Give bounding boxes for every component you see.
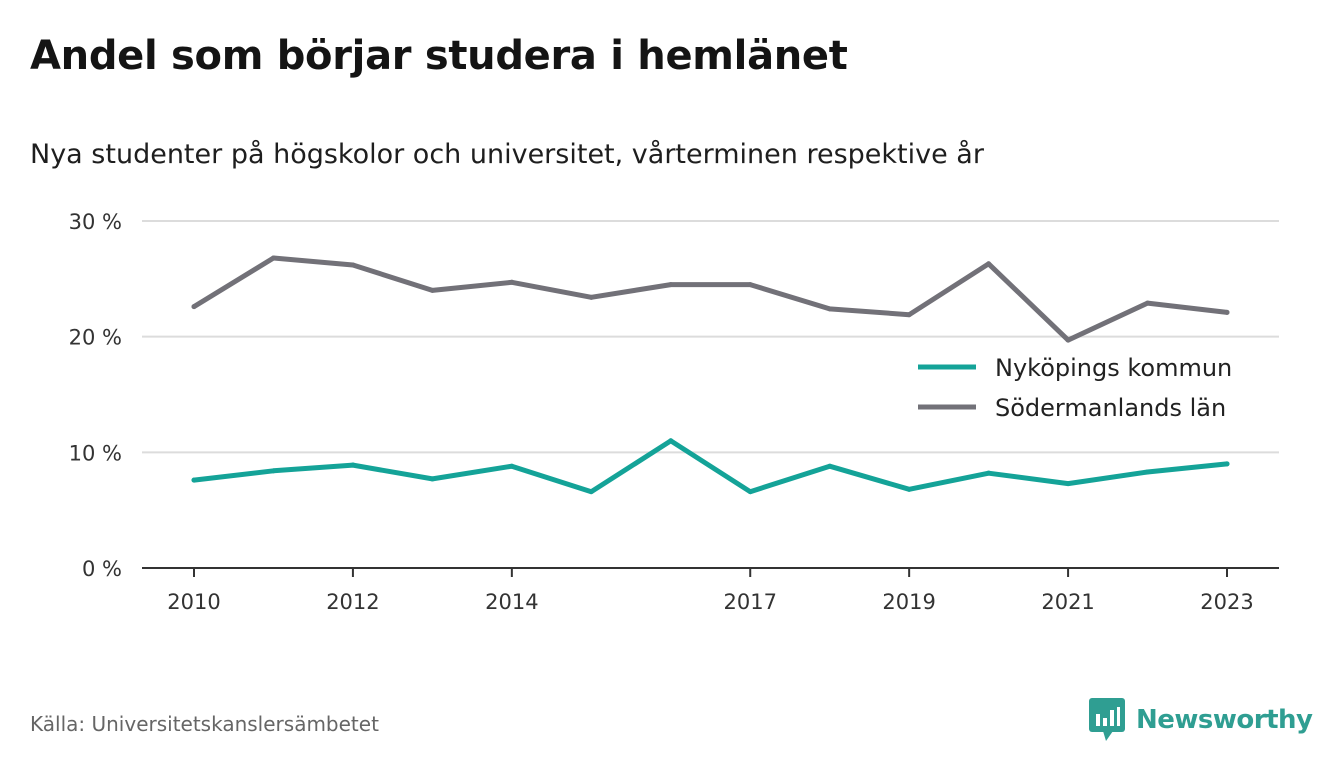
bar-chart-speech-bubble-icon	[1089, 698, 1125, 741]
line-chart: 0 % 10 % 20 % 30 % 2010 2012 2014 2017 2019 2021 2…	[69, 210, 1279, 614]
data-point	[191, 304, 197, 310]
x-tick-label: 2012	[326, 590, 379, 614]
data-point	[668, 282, 674, 288]
data-point	[429, 476, 435, 482]
data-point	[986, 470, 992, 476]
series-line-1	[191, 438, 1230, 495]
data-point	[1145, 469, 1151, 475]
data-point	[668, 438, 674, 444]
data-point	[588, 489, 594, 495]
data-point	[509, 463, 515, 469]
y-tick-label: 0 %	[82, 557, 122, 581]
data-point	[350, 262, 356, 268]
x-tick-label: 2017	[724, 590, 777, 614]
data-point	[827, 306, 833, 312]
data-point	[1145, 300, 1151, 306]
data-point	[747, 282, 753, 288]
data-point	[191, 477, 197, 483]
data-point	[270, 255, 276, 261]
data-point	[1065, 481, 1071, 487]
legend-label: Södermanlands län	[995, 394, 1226, 422]
data-point	[429, 287, 435, 293]
source-note: Källa: Universitetskanslersämbetet	[30, 712, 379, 736]
legend: Nyköpings kommun Södermanlands län	[918, 354, 1232, 422]
data-point	[986, 261, 992, 267]
data-point	[350, 462, 356, 468]
chart-subtitle: Nya studenter på högskolor och universit…	[30, 139, 984, 170]
legend-label: Nyköpings kommun	[995, 354, 1232, 382]
y-tick-label: 20 %	[69, 326, 122, 350]
series-line-2	[191, 255, 1230, 343]
data-point	[747, 489, 753, 495]
x-tick-label: 2014	[485, 590, 538, 614]
data-point	[1224, 309, 1230, 315]
data-point	[906, 486, 912, 492]
data-point	[827, 463, 833, 469]
series-lines	[191, 255, 1230, 495]
grid-lines	[142, 220, 1279, 454]
y-tick-label: 10 %	[69, 441, 122, 465]
data-point	[906, 312, 912, 318]
data-point	[588, 294, 594, 300]
y-tick-label: 30 %	[69, 210, 122, 234]
data-point	[1224, 461, 1230, 467]
x-tick-label: 2019	[882, 590, 935, 614]
data-point	[270, 468, 276, 474]
newsworthy-logo: Newsworthy	[1089, 698, 1313, 742]
x-tick-label: 2023	[1200, 590, 1253, 614]
data-point	[509, 279, 515, 285]
data-point	[1065, 337, 1071, 343]
x-tick-label: 2021	[1041, 590, 1094, 614]
brand-name: Newsworthy	[1136, 705, 1313, 735]
chart-title: Andel som börjar studera i hemlänet	[30, 33, 848, 79]
axes: 0 % 10 % 20 % 30 % 2010 2012 2014 2017 2019 2021 2…	[69, 210, 1279, 614]
x-tick-label: 2010	[167, 590, 220, 614]
